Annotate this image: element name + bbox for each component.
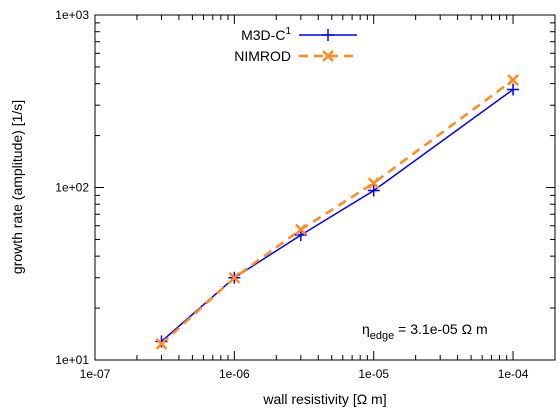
annotation-eta-edge: ηedge = 3.1e-05 Ω m bbox=[362, 321, 488, 342]
data-point-1 bbox=[367, 177, 380, 190]
series-markers bbox=[155, 74, 520, 350]
data-point-1 bbox=[155, 338, 168, 350]
series-lines bbox=[160, 78, 514, 345]
legend-marker-m3dc1 bbox=[322, 29, 334, 41]
legend-m3dc1-name: M3D-C bbox=[241, 27, 285, 43]
x-axis-title: wall resistivity [Ω m] bbox=[262, 391, 386, 407]
x-tick-label: 1e-06 bbox=[219, 367, 250, 381]
legend-label-m3dc1: M3D-C1 bbox=[241, 26, 291, 43]
legend-marker-nimrod bbox=[322, 50, 334, 62]
annotation-subscript: edge bbox=[370, 330, 394, 342]
legend-m3dc1-superscript: 1 bbox=[285, 26, 291, 37]
y-tick-label: 1e+02 bbox=[55, 181, 89, 195]
data-point-1 bbox=[228, 271, 241, 284]
annotation-symbol: η bbox=[362, 321, 370, 337]
data-point-1 bbox=[507, 74, 519, 86]
data-point-1 bbox=[294, 223, 307, 236]
axis-ticks: 1e-07 1e-06 1e-05 1e-04 1e+01 1e+02 1e+03 bbox=[55, 8, 555, 381]
x-tick-label: 1e-05 bbox=[358, 367, 389, 381]
series-line-0 bbox=[161, 88, 514, 343]
legend: M3D-C1 NIMROD bbox=[234, 26, 357, 64]
data-point-0 bbox=[507, 83, 520, 96]
legend-label-nimrod: NIMROD bbox=[234, 48, 291, 64]
annotation-value: = 3.1e-05 Ω m bbox=[394, 321, 487, 337]
y-tick-label: 1e+01 bbox=[55, 353, 89, 367]
data-point-0 bbox=[367, 184, 380, 197]
plot-frame bbox=[94, 14, 556, 361]
y-tick-label: 1e+03 bbox=[55, 8, 89, 22]
x-tick-label: 1e-04 bbox=[498, 367, 529, 381]
y-axis-title: growth rate (amplitude) [1/s] bbox=[9, 100, 25, 274]
x-tick-label: 1e-07 bbox=[80, 367, 111, 381]
